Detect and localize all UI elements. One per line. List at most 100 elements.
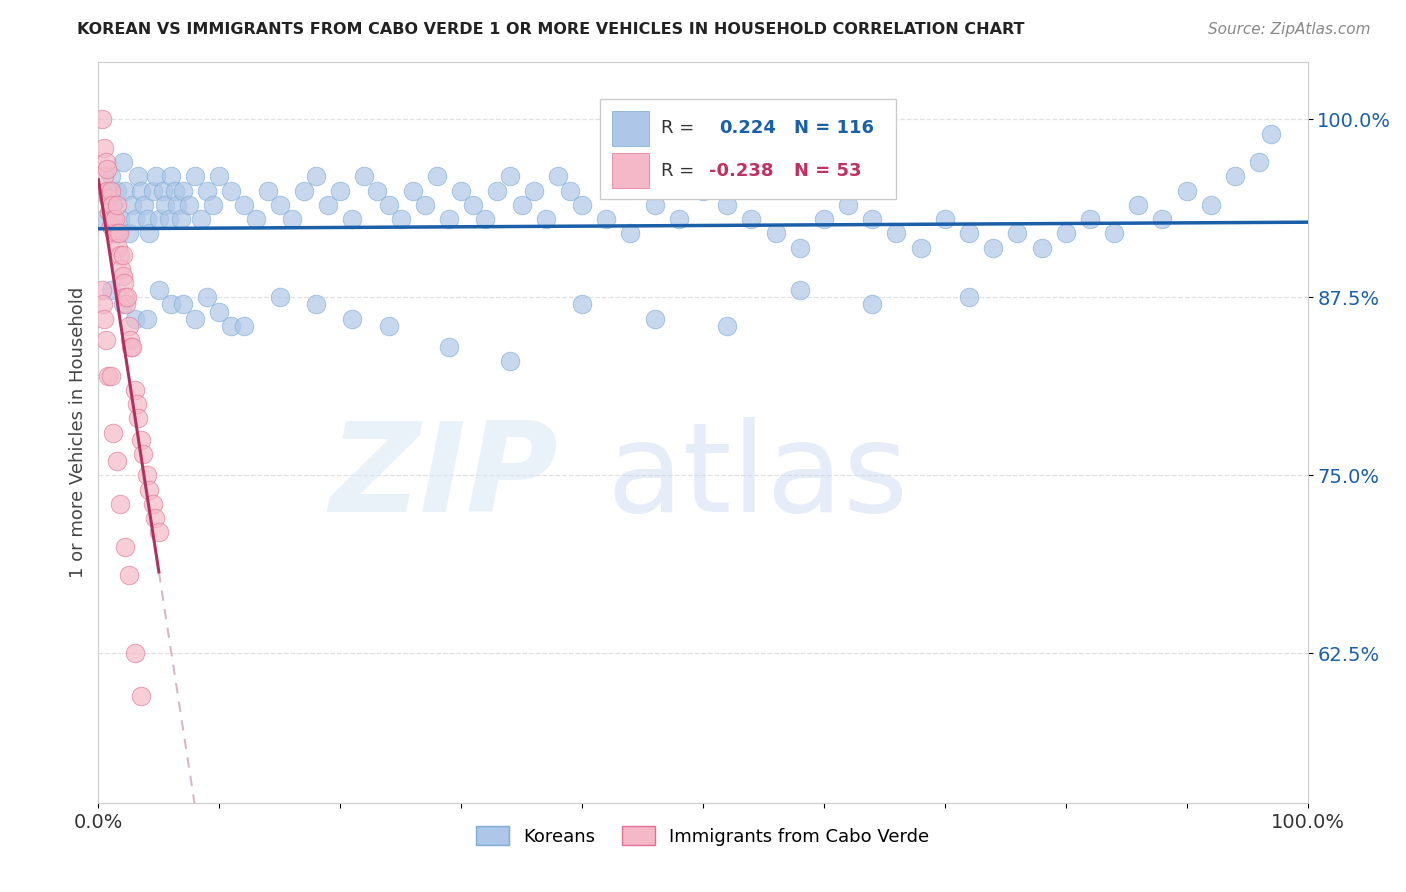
Point (789, 283, 811, 297)
Point (389, 212, 412, 227)
Point (105, 198, 128, 212)
Point (353, 169, 375, 184)
Point (138, 227, 160, 241)
Point (108, 212, 131, 227)
Point (145, 169, 167, 184)
Point (100, 198, 122, 212)
Point (112, 276, 135, 290)
Point (437, 212, 460, 227)
Point (100, 283, 122, 297)
Point (486, 184, 509, 198)
Point (93, 311, 115, 326)
Point (93, 169, 115, 184)
Point (450, 184, 472, 198)
Point (716, 198, 738, 212)
Point (644, 198, 666, 212)
Point (305, 169, 328, 184)
Point (129, 433, 152, 447)
Point (91, 297, 114, 311)
Point (184, 169, 207, 184)
Point (91, 112, 114, 127)
Point (120, 340, 142, 354)
Point (148, 525, 170, 540)
Point (100, 368, 122, 383)
Point (413, 198, 436, 212)
Point (571, 297, 593, 311)
FancyBboxPatch shape (600, 99, 897, 200)
Point (111, 155, 134, 169)
Point (1128, 198, 1150, 212)
Point (129, 184, 152, 198)
Point (1223, 169, 1246, 184)
Point (124, 311, 146, 326)
Point (232, 318, 254, 333)
Point (813, 212, 835, 227)
Point (377, 198, 399, 212)
Point (195, 290, 218, 304)
Text: N = 53: N = 53 (793, 162, 862, 180)
Point (127, 411, 149, 425)
Point (100, 219, 122, 234)
Bar (613, 153, 648, 188)
Point (195, 184, 218, 198)
Point (172, 297, 194, 311)
Point (108, 497, 131, 511)
Point (232, 198, 254, 212)
Point (105, 454, 128, 468)
Point (135, 468, 157, 483)
Point (377, 318, 399, 333)
Point (148, 212, 170, 227)
Text: -0.238: -0.238 (709, 162, 773, 180)
Point (91, 283, 114, 297)
Point (208, 304, 231, 318)
Point (256, 184, 278, 198)
Point (129, 689, 152, 703)
Point (101, 425, 124, 440)
Point (269, 290, 291, 304)
Point (281, 212, 304, 227)
Point (152, 184, 174, 198)
Point (111, 268, 134, 283)
Point (1199, 198, 1222, 212)
Point (121, 198, 143, 212)
Text: R =: R = (661, 120, 700, 137)
Text: R =: R = (661, 162, 700, 180)
Point (94, 155, 117, 169)
Point (104, 212, 127, 227)
Point (1102, 227, 1125, 241)
Point (118, 227, 141, 241)
Point (105, 227, 128, 241)
Point (96, 162, 118, 177)
Text: KOREAN VS IMMIGRANTS FROM CABO VERDE 1 OR MORE VEHICLES IN HOUSEHOLD CORRELATION: KOREAN VS IMMIGRANTS FROM CABO VERDE 1 O… (77, 22, 1025, 37)
Point (172, 184, 194, 198)
Point (644, 311, 666, 326)
Point (124, 383, 146, 397)
Point (163, 184, 186, 198)
Point (426, 169, 449, 184)
Point (1249, 155, 1271, 169)
Point (97, 368, 120, 383)
Point (110, 261, 132, 276)
Point (860, 297, 883, 311)
Text: Source: ZipAtlas.com: Source: ZipAtlas.com (1208, 22, 1371, 37)
Legend: Koreans, Immigrants from Cabo Verde: Koreans, Immigrants from Cabo Verde (470, 819, 936, 853)
Point (118, 318, 141, 333)
Point (1054, 227, 1077, 241)
Point (114, 540, 136, 554)
Point (135, 311, 157, 326)
Point (100, 184, 122, 198)
Point (107, 241, 129, 255)
Point (571, 198, 593, 212)
Point (534, 212, 557, 227)
Text: atlas: atlas (606, 417, 908, 538)
Point (366, 184, 388, 198)
Point (169, 212, 191, 227)
Point (463, 198, 485, 212)
Point (94, 333, 117, 347)
Point (157, 212, 180, 227)
Point (132, 447, 155, 461)
Point (329, 184, 352, 198)
Point (1152, 212, 1174, 227)
Point (510, 198, 533, 212)
Point (437, 340, 460, 354)
